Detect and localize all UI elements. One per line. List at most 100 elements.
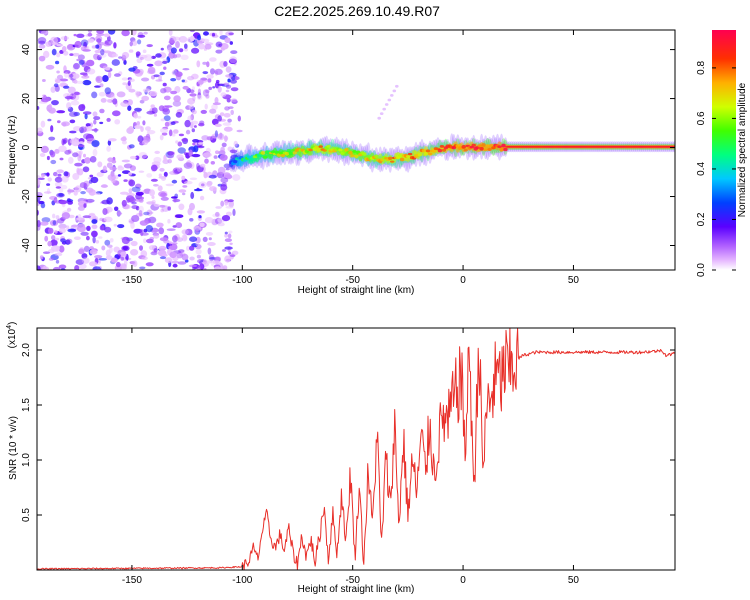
noise-blob [167,243,173,247]
noise-blob [138,198,144,203]
noise-blob [70,100,80,106]
colorbar-tick-label: 0.4 [696,162,707,176]
noise-blob [219,154,228,161]
noise-blob [119,263,127,270]
noise-blob [214,123,222,128]
noise-blob [146,238,154,244]
streak-blob [395,84,399,88]
noise-blob [181,229,189,235]
noise-blob [107,30,116,35]
noise-blob [50,239,58,247]
noise-blob [37,265,41,270]
noise-blob [80,231,89,236]
noise-blob [138,152,148,159]
noise-blob [193,188,203,192]
noise-blob [168,40,176,44]
noise-blob [87,38,95,43]
noise-blob [139,220,149,226]
noise-blob [222,122,232,126]
noise-blob [153,184,159,187]
noise-blob [131,205,139,210]
ridge-cell [233,159,238,164]
noise-blob [172,235,178,243]
noise-blob [168,129,173,137]
noise-blob [91,230,98,238]
noise-blob [76,58,81,62]
noise-blob [177,147,186,154]
noise-blob [112,98,118,105]
noise-blob [48,257,55,261]
ridge-cell [439,145,445,148]
noise-blob [54,237,60,241]
noise-blob [137,135,144,143]
ridge-cell [421,149,427,153]
noise-blob [154,60,163,67]
noise-blob [38,55,46,62]
noise-blob [138,54,148,59]
noise-blob [120,136,127,142]
noise-blob [133,228,143,234]
noise-blob [55,215,60,220]
noise-blob [106,244,113,248]
noise-blob [78,263,87,270]
noise-blob [44,235,49,242]
noise-blob [160,196,169,201]
noise-blob [129,41,133,47]
noise-blob [96,33,105,36]
noise-blob [143,211,150,216]
noise-blob [69,111,78,117]
noise-blob [73,236,81,240]
noise-blob [207,247,212,255]
noise-blob [57,173,62,177]
noise-blob [198,215,202,219]
noise-blob [78,248,85,255]
noise-blob [86,59,95,67]
noise-blob [164,105,173,108]
noise-blob [99,108,105,114]
noise-blob [212,102,221,106]
noise-blob [136,57,143,64]
noise-blob [171,196,178,199]
noise-blob [74,40,82,49]
noise-blob [142,139,148,146]
noise-blob [138,205,144,213]
noise-blob [96,38,102,43]
noise-blob [118,56,123,59]
noise-blob [88,213,96,220]
noise-blob [161,205,170,212]
noise-blob [189,236,198,242]
noise-blob [204,158,209,164]
noise-blob [220,200,225,207]
noise-blob [166,228,176,231]
noise-blob [48,103,53,111]
noise-blob [56,70,60,74]
noise-blob [167,151,175,156]
ridge-cell [292,151,297,155]
snr-xlabel: Height of straight line (km) [298,584,415,595]
noise-blob [77,54,85,60]
noise-blob [212,86,216,89]
noise-blob [50,159,57,165]
noise-blob [146,173,153,178]
noise-blob [93,53,100,60]
y-tick-label: 2.0 [21,343,32,357]
noise-blob [178,189,187,193]
noise-blob [150,178,158,182]
ridge-cell [322,149,327,152]
ridge-cell [399,157,405,162]
ridge-cell [262,156,268,159]
noise-blob [88,179,93,184]
noise-blob [217,85,222,93]
noise-blob [141,256,148,261]
noise-blob [142,88,151,93]
noise-blob [215,49,223,54]
noise-blob [189,35,195,42]
noise-blob [192,142,196,146]
noise-blob [208,254,215,262]
noise-blob [191,128,195,133]
noise-blob [89,156,97,163]
ridge-cell [344,147,349,152]
noise-blob [141,77,150,82]
noise-blob [175,71,183,77]
noise-blob [169,251,177,259]
